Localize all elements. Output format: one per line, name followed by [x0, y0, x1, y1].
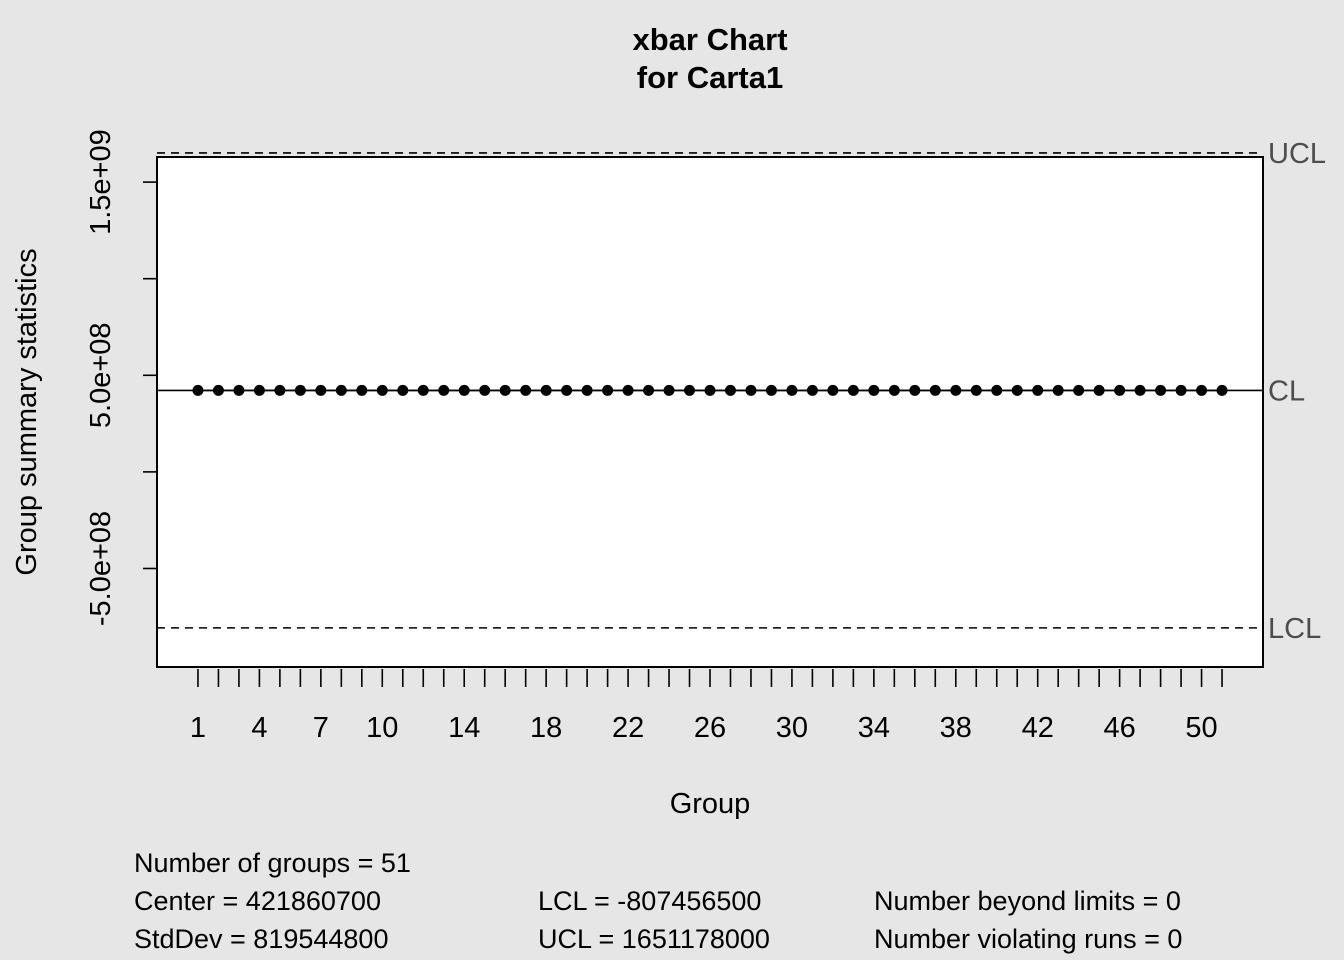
data-point	[724, 384, 736, 396]
cl-label: CL	[1268, 375, 1305, 407]
data-point	[274, 384, 286, 396]
x-tick-label: 26	[694, 712, 726, 744]
data-point	[479, 384, 491, 396]
data-point	[1093, 384, 1105, 396]
data-point	[1216, 384, 1228, 396]
data-point	[1073, 384, 1085, 396]
x-axis-label: Group	[670, 788, 751, 820]
data-point	[704, 384, 716, 396]
x-tick-label: 34	[858, 712, 890, 744]
data-points	[192, 384, 1228, 396]
stat-ucl: UCL = 1651178000	[538, 924, 770, 954]
data-point	[888, 384, 900, 396]
data-point	[335, 384, 347, 396]
y-tick-label: -5.0e+08	[85, 511, 117, 626]
data-point	[827, 384, 839, 396]
data-point	[929, 384, 941, 396]
data-point	[909, 384, 921, 396]
x-tick-label: 1	[190, 712, 206, 744]
data-point	[684, 384, 696, 396]
data-point	[765, 384, 777, 396]
data-point	[356, 384, 368, 396]
x-tick-label: 14	[448, 712, 480, 744]
stat-lcl: LCL = -807456500	[538, 886, 762, 916]
data-point	[745, 384, 757, 396]
data-point	[1052, 384, 1064, 396]
data-point	[499, 384, 511, 396]
y-axis-label: Group summary statistics	[11, 248, 43, 575]
data-point	[1134, 384, 1146, 396]
x-tick-label: 42	[1022, 712, 1054, 744]
data-point	[847, 384, 859, 396]
data-point	[581, 384, 593, 396]
x-tick-label: 22	[612, 712, 644, 744]
plot-area	[156, 156, 1264, 668]
x-tick-label: 10	[366, 712, 398, 744]
data-point	[950, 384, 962, 396]
x-tick-label: 7	[313, 712, 329, 744]
data-point	[458, 384, 470, 396]
x-tick-label: 50	[1185, 712, 1217, 744]
data-point	[868, 384, 880, 396]
data-point	[991, 384, 1003, 396]
stat-stddev: StdDev = 819544800	[134, 924, 389, 954]
data-point	[397, 384, 409, 396]
data-point	[233, 384, 245, 396]
data-point	[1196, 384, 1208, 396]
data-point	[1032, 384, 1044, 396]
chart-title: xbar Chart	[632, 22, 787, 57]
data-point	[561, 384, 573, 396]
data-point	[315, 384, 327, 396]
data-point	[1114, 384, 1126, 396]
data-point	[806, 384, 818, 396]
x-tick-label: 46	[1103, 712, 1135, 744]
chart-subtitle: for Carta1	[637, 60, 783, 95]
y-tick-label: 5.0e+08	[85, 322, 117, 428]
data-point	[192, 384, 204, 396]
stat-center: Center = 421860700	[134, 886, 381, 916]
data-point	[540, 384, 552, 396]
stat-number-beyond-limits: Number beyond limits = 0	[874, 886, 1181, 916]
x-tick-label: 38	[940, 712, 972, 744]
stat-number-violating-runs: Number violating runs = 0	[874, 924, 1183, 954]
data-point	[212, 384, 224, 396]
data-point	[253, 384, 265, 396]
lcl-label: LCL	[1268, 613, 1321, 645]
y-axis: -5.0e+08 5.0e+08 1.5e+09	[85, 129, 157, 626]
data-point	[1155, 384, 1167, 396]
x-tick-label: 4	[251, 712, 267, 744]
stat-number-of-groups: Number of groups = 51	[134, 848, 411, 878]
x-tick-label: 18	[530, 712, 562, 744]
data-point	[376, 384, 388, 396]
data-point	[1011, 384, 1023, 396]
data-point	[438, 384, 450, 396]
ucl-label: UCL	[1268, 138, 1326, 170]
data-point	[643, 384, 655, 396]
data-point	[294, 384, 306, 396]
data-point	[786, 384, 798, 396]
data-point	[417, 384, 429, 396]
y-tick-label: 1.5e+09	[85, 129, 117, 235]
data-point	[1175, 384, 1187, 396]
data-point	[622, 384, 634, 396]
x-axis: 1 4 7 10 14 18 22 26 30 34 38 42 46 50	[190, 669, 1223, 744]
data-point	[602, 384, 614, 396]
x-tick-label: 30	[776, 712, 808, 744]
data-point	[520, 384, 532, 396]
data-point	[663, 384, 675, 396]
data-point	[970, 384, 982, 396]
